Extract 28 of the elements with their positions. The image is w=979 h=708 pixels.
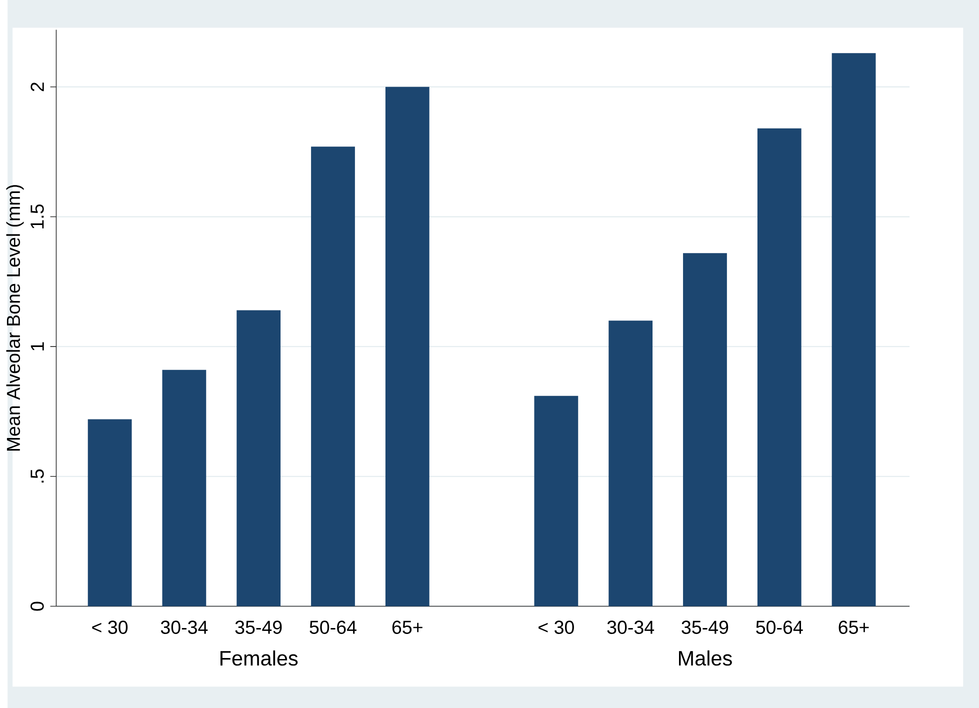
bar [534, 396, 578, 606]
bar [162, 370, 206, 606]
y-axis-title: Mean Alveolar Bone Level (mm) [6, 184, 24, 450]
text: Males [679, 650, 732, 666]
x-tick-label: 65+ [392, 620, 422, 634]
bar [608, 320, 653, 606]
x-tick-label: < 30 [92, 620, 128, 634]
bar [236, 310, 281, 606]
bar [832, 52, 876, 606]
x-tick-label: 50-64 [756, 620, 803, 634]
bar [683, 252, 727, 606]
x-tick-label: 35-49 [235, 620, 282, 634]
x-tick-label: 35-49 [682, 620, 728, 634]
y-tick-label: 1 [30, 342, 44, 350]
text: Females [220, 650, 298, 666]
y-tick-label: 0 [30, 602, 44, 611]
y-tick-label: 2 [30, 82, 44, 91]
x-tick-label: 30-34 [607, 620, 654, 634]
bar [311, 146, 355, 606]
x-tick-label: 30-34 [160, 620, 208, 634]
bar [757, 128, 802, 606]
x-tick-label: 50-64 [310, 620, 356, 634]
y-tick-label: .5 [30, 469, 44, 482]
bar [385, 86, 430, 606]
bar [88, 419, 132, 606]
x-tick-label: < 30 [538, 620, 574, 634]
x-tick-label: 65+ [838, 620, 869, 634]
y-tick-label: 1.5 [30, 204, 44, 228]
